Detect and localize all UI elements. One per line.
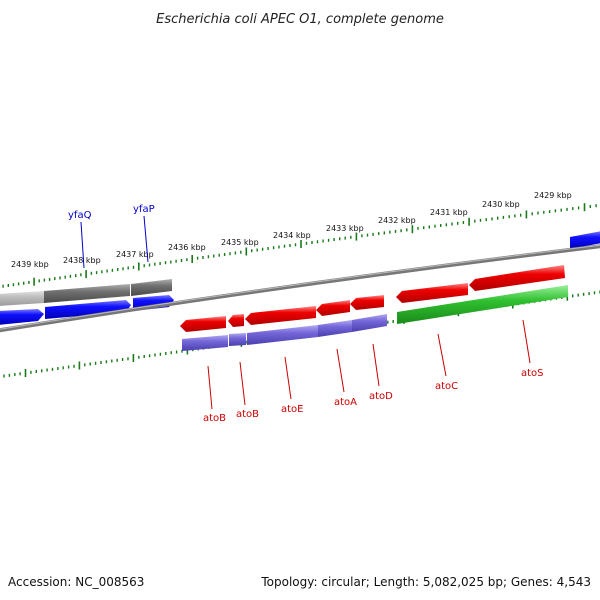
scale-label: 2432 kbp: [378, 216, 416, 225]
genome-summary-text: Topology: circular; Length: 5,082,025 bp…: [260, 575, 591, 589]
scale-labels: 2439 kbp 2438 kbp 2437 kbp 2436 kbp 2435…: [11, 191, 572, 269]
gene-label-yfaP: yfaP: [133, 204, 155, 215]
label-leader-line: [372, 343, 380, 387]
label-leader-line: [80, 221, 85, 269]
gene-feature-purple: [247, 325, 318, 345]
map-title: Escherichia coli APEC O1, complete genom…: [156, 12, 444, 27]
gene-feature-gray: [131, 279, 172, 296]
genome-backbone-highlight: [0, 244, 600, 330]
scale-label: 2434 kbp: [273, 231, 311, 240]
gene-feature-purple: [318, 320, 352, 337]
gene-feature-green: [397, 285, 568, 324]
label-leader-line: [239, 361, 246, 406]
gene-label-atoB: atoB: [203, 413, 226, 424]
scale-label: 2438 kbp: [63, 256, 101, 265]
gene-label-atoS: atoS: [521, 368, 544, 379]
genome-backbone: [0, 244, 600, 333]
scale-label: 2435 kbp: [221, 238, 259, 247]
gene-feature-gray: [44, 284, 130, 303]
label-leader-line: [522, 319, 531, 364]
gene-label-atoD: atoD: [369, 391, 393, 402]
gene-feature-gray: [0, 291, 44, 306]
gene-arrow-reverse: [316, 300, 350, 316]
gene-label-atoE: atoE: [281, 404, 304, 415]
gene-arrow-reverse: [245, 306, 316, 325]
label-leader-line: [143, 215, 149, 263]
gene-arrow-reverse: [396, 283, 468, 303]
gene-arrow-forward: [570, 231, 600, 249]
scale-label: 2436 kbp: [168, 243, 206, 252]
gene-arrow-forward: [0, 309, 44, 325]
gene-arrow-reverse: [350, 295, 384, 310]
upper-gene-labels: yfaQ yfaP: [68, 204, 155, 269]
gene-arrow-reverse: [469, 265, 565, 291]
scale-label: 2433 kbp: [326, 224, 364, 233]
scale-label: 2429 kbp: [534, 191, 572, 200]
accession-text: Accession: NC_008563: [8, 575, 144, 589]
gene-arrow-forward: [45, 300, 131, 319]
lower-gene-track: [180, 265, 568, 351]
label-leader-line: [284, 356, 292, 400]
upper-tick-ruler: [2, 203, 597, 288]
lower-gene-labels: atoB atoB atoE atoA atoD atoC atoS: [203, 319, 544, 424]
scale-label: 2430 kbp: [482, 200, 520, 209]
gene-label-atoA: atoA: [334, 397, 357, 408]
label-leader-line: [336, 348, 345, 393]
gene-arrow-reverse: [180, 316, 226, 332]
gene-feature-purple: [182, 335, 228, 351]
label-leader-line: [207, 365, 213, 410]
gene-feature-purple: [352, 314, 387, 332]
gene-label-atoC: atoC: [435, 381, 458, 392]
gene-arrow-reverse: [228, 314, 244, 327]
scale-label: 2437 kbp: [116, 250, 154, 259]
scale-label: 2439 kbp: [11, 260, 49, 269]
gene-label-atoB: atoB: [236, 409, 259, 420]
scale-label: 2431 kbp: [430, 208, 468, 217]
label-leader-line: [437, 333, 447, 377]
upper-gene-track: [0, 231, 600, 325]
gene-label-yfaQ: yfaQ: [68, 210, 92, 221]
gene-feature-purple: [229, 333, 246, 346]
